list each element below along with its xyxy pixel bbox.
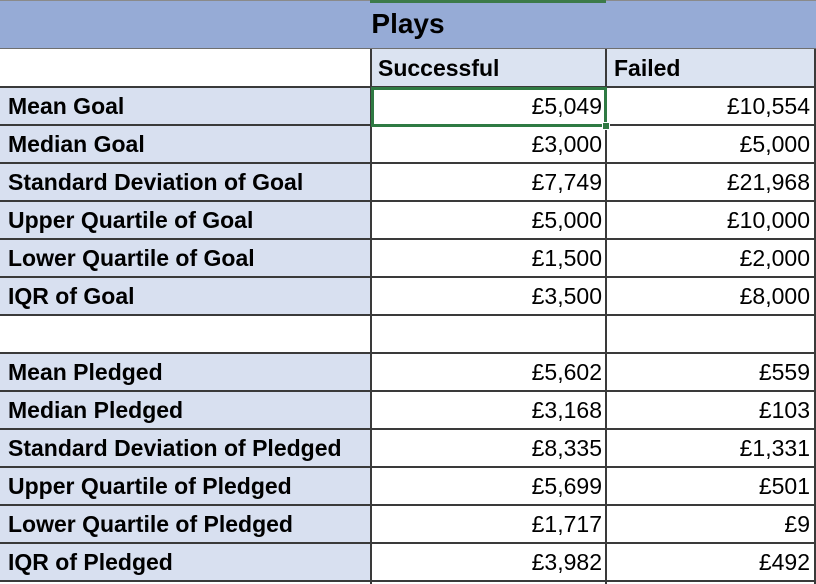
gridline-row [0,238,816,240]
gridline-row [0,580,816,582]
fill-handle[interactable] [602,122,610,130]
failed-value-cell[interactable]: £492 [608,543,816,581]
successful-value-cell[interactable]: £1,717 [372,505,608,543]
table-row: IQR of Goal £3,500 £8,000 [0,277,816,315]
title-row[interactable]: Plays [0,0,816,49]
gridline-row [0,504,816,506]
table-row: Standard Deviation of Goal £7,749 £21,968 [0,163,816,201]
successful-value-cell[interactable]: £5,699 [372,467,608,505]
gridline-row [0,276,816,278]
failed-value-cell[interactable]: £10,000 [608,201,816,239]
table-row: Mean Goal £5,049 £10,554 [0,87,816,125]
gridline-row [0,162,816,164]
failed-value-cell[interactable] [608,315,816,353]
successful-value-cell[interactable]: £1,500 [372,239,608,277]
table-row: Upper Quartile of Pledged £5,699 £501 [0,467,816,505]
row-label-cell[interactable]: Standard Deviation of Goal [0,163,372,201]
successful-value-cell[interactable]: £3,500 [372,277,608,315]
successful-value-cell[interactable]: £8,335 [372,429,608,467]
row-label-cell[interactable]: Median Goal [0,125,372,163]
table-row [0,315,816,353]
row-label-cell[interactable]: Standard Deviation of Pledged [0,429,372,467]
table-row: Standard Deviation of Pledged £8,335 £1,33… [0,429,816,467]
table-row: Mean Pledged £5,602 £559 [0,353,816,391]
active-cell-outline [371,87,607,127]
row-label-cell[interactable]: Upper Quartile of Goal [0,201,372,239]
gridline-row [0,314,816,316]
table-title[interactable]: Plays [371,8,445,39]
table-row: IQR of Pledged £3,982 £492 [0,543,816,581]
row-label-cell[interactable] [0,315,372,353]
gridline-row [0,428,816,430]
failed-value-cell[interactable]: £1,331 [608,429,816,467]
table-row: Upper Quartile of Goal £5,000 £10,000 [0,201,816,239]
header-failed[interactable]: Failed [608,49,816,87]
gridline-col-d [814,49,816,584]
gridline-row [0,542,816,544]
row-label-cell[interactable]: Lower Quartile of Pledged [0,505,372,543]
failed-value-cell[interactable]: £9 [608,505,816,543]
gridline-col-b [370,49,372,584]
row-label-cell[interactable]: Lower Quartile of Goal [0,239,372,277]
gridline-row [0,390,816,392]
failed-value-cell[interactable]: £21,968 [608,163,816,201]
table-row: Lower Quartile of Pledged £1,717 £9 [0,505,816,543]
row-label-cell[interactable]: Median Pledged [0,391,372,429]
successful-value-cell[interactable]: £5,049 [372,87,608,125]
column-header-row: Successful Failed [0,49,816,87]
column-selection-indicator [370,0,606,3]
row-label-cell[interactable]: IQR of Goal [0,277,372,315]
row-label-cell[interactable]: Mean Goal [0,87,372,125]
header-successful[interactable]: Successful [372,49,608,87]
successful-value-cell[interactable]: £3,000 [372,125,608,163]
failed-value-cell[interactable]: £5,000 [608,125,816,163]
row-label-cell[interactable]: Mean Pledged [0,353,372,391]
failed-value-cell[interactable]: £10,554 [608,87,816,125]
failed-value-cell[interactable]: £501 [608,467,816,505]
successful-value-cell[interactable]: £7,749 [372,163,608,201]
row-label-cell[interactable]: Upper Quartile of Pledged [0,467,372,505]
failed-value-cell[interactable]: £2,000 [608,239,816,277]
successful-value-cell[interactable]: £5,602 [372,353,608,391]
table-row: Median Goal £3,000 £5,000 [0,125,816,163]
successful-value-cell[interactable] [372,315,608,353]
row-label-cell[interactable]: IQR of Pledged [0,543,372,581]
successful-value-cell[interactable]: £5,000 [372,201,608,239]
gridline-row [0,200,816,202]
gridline-col-c [605,49,607,584]
header-blank-cell[interactable] [0,49,372,87]
failed-value-cell[interactable]: £103 [608,391,816,429]
gridline-row [0,466,816,468]
table-row: Median Pledged £3,168 £103 [0,391,816,429]
table-row: Lower Quartile of Goal £1,500 £2,000 [0,239,816,277]
failed-value-cell[interactable]: £559 [608,353,816,391]
successful-value-cell[interactable]: £3,168 [372,391,608,429]
gridline-row [0,352,816,354]
failed-value-cell[interactable]: £8,000 [608,277,816,315]
successful-value-cell[interactable]: £3,982 [372,543,608,581]
